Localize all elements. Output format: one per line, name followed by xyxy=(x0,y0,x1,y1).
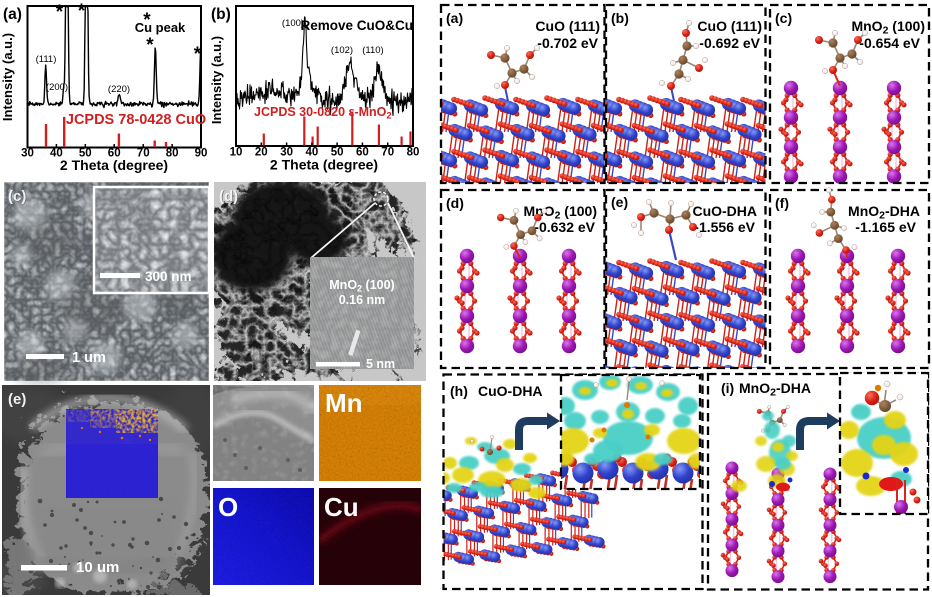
svg-text:80: 80 xyxy=(166,148,179,160)
svg-text:JCPDS 78-0428 CuO: JCPDS 78-0428 CuO xyxy=(66,112,206,128)
svg-text:1 um: 1 um xyxy=(72,350,106,366)
svg-text:*: * xyxy=(146,35,154,56)
svg-text:O: O xyxy=(218,492,238,522)
svg-text:(i): (i) xyxy=(721,380,734,396)
svg-text:20: 20 xyxy=(255,147,268,159)
svg-text:60: 60 xyxy=(108,148,121,160)
svg-text:-1.556 eV: -1.556 eV xyxy=(694,219,755,235)
svg-text:90: 90 xyxy=(195,148,208,160)
svg-text:80: 80 xyxy=(407,147,420,159)
svg-text:(110): (110) xyxy=(362,45,383,56)
svg-text:*: * xyxy=(194,44,202,65)
svg-text:10: 10 xyxy=(230,147,243,159)
svg-text:(a): (a) xyxy=(3,6,22,23)
svg-text:60: 60 xyxy=(356,147,369,159)
svg-text:50: 50 xyxy=(331,147,344,159)
svg-text:(c): (c) xyxy=(775,10,792,26)
svg-text:(d): (d) xyxy=(220,189,239,206)
svg-text:CuO (111): CuO (111) xyxy=(697,18,762,34)
svg-text:30: 30 xyxy=(21,148,34,160)
svg-text:Cu peak: Cu peak xyxy=(135,20,186,35)
svg-text:40: 40 xyxy=(306,147,319,159)
svg-text:Remove CuO&Cu: Remove CuO&Cu xyxy=(300,18,413,33)
svg-text:(e): (e) xyxy=(8,391,26,408)
svg-text:10 um: 10 um xyxy=(76,559,119,576)
svg-text:(111): (111) xyxy=(36,54,57,65)
svg-text:(c): (c) xyxy=(8,188,26,205)
svg-text:30: 30 xyxy=(280,147,293,159)
svg-text:(h): (h) xyxy=(450,383,468,399)
svg-text:0.16 nm: 0.16 nm xyxy=(339,293,386,307)
svg-text:(d): (d) xyxy=(446,195,464,211)
svg-text:2 Theta (degree): 2 Theta (degree) xyxy=(60,157,168,173)
svg-text:70: 70 xyxy=(381,147,394,159)
svg-text:(e): (e) xyxy=(9,392,27,409)
svg-text:5 nm: 5 nm xyxy=(366,357,395,371)
svg-text:MnO2-DHA: MnO2-DHA xyxy=(739,380,811,399)
svg-text:(200): (200) xyxy=(46,82,68,93)
svg-text:-0.654 eV: -0.654 eV xyxy=(859,35,920,51)
svg-text:-1.165 eV: -1.165 eV xyxy=(855,219,916,235)
svg-text:MnO2 (100): MnO2 (100) xyxy=(851,18,925,37)
svg-text:-0.692 eV: -0.692 eV xyxy=(699,35,760,51)
svg-text:Mn: Mn xyxy=(325,388,363,418)
svg-text:300 nm: 300 nm xyxy=(145,269,192,284)
svg-text:(d): (d) xyxy=(219,188,238,205)
svg-text:*: * xyxy=(78,1,86,22)
svg-text:70: 70 xyxy=(137,148,150,160)
svg-text:Cu: Cu xyxy=(324,492,359,522)
svg-text:*: * xyxy=(143,10,151,31)
svg-text:(a): (a) xyxy=(446,10,463,26)
svg-text:-0.702 eV: -0.702 eV xyxy=(537,35,598,51)
svg-text:-0.632 eV: -0.632 eV xyxy=(534,219,595,235)
svg-text:CuO (111): CuO (111) xyxy=(535,18,600,34)
svg-text:MnO2-DHA: MnO2-DHA xyxy=(848,203,920,222)
svg-text:JCPDS 30-0820 ε-MnO2: JCPDS 30-0820 ε-MnO2 xyxy=(254,105,392,122)
svg-text:MnO2 (100): MnO2 (100) xyxy=(329,278,394,294)
svg-text:50: 50 xyxy=(79,148,92,160)
svg-text:CuO-DHA: CuO-DHA xyxy=(692,203,757,219)
svg-text:MnO2 (100): MnO2 (100) xyxy=(523,203,597,222)
svg-text:(102): (102) xyxy=(331,45,353,56)
svg-text:(b): (b) xyxy=(211,6,231,23)
svg-text:(220): (220) xyxy=(108,84,130,95)
svg-text:*: * xyxy=(56,2,64,23)
svg-text:(f): (f) xyxy=(775,195,789,211)
svg-text:(b): (b) xyxy=(611,10,629,26)
svg-text:CuO-DHA: CuO-DHA xyxy=(478,383,543,399)
svg-text:(c): (c) xyxy=(9,189,27,206)
svg-text:40: 40 xyxy=(50,148,63,160)
svg-text:Intensity (a.u.): Intensity (a.u.) xyxy=(209,36,224,124)
svg-text:(100): (100) xyxy=(282,18,304,29)
svg-text:(e): (e) xyxy=(611,194,628,210)
svg-text:2 Theta (degree): 2 Theta (degree) xyxy=(270,157,378,173)
svg-text:Intensity (a.u.): Intensity (a.u.) xyxy=(0,33,15,121)
